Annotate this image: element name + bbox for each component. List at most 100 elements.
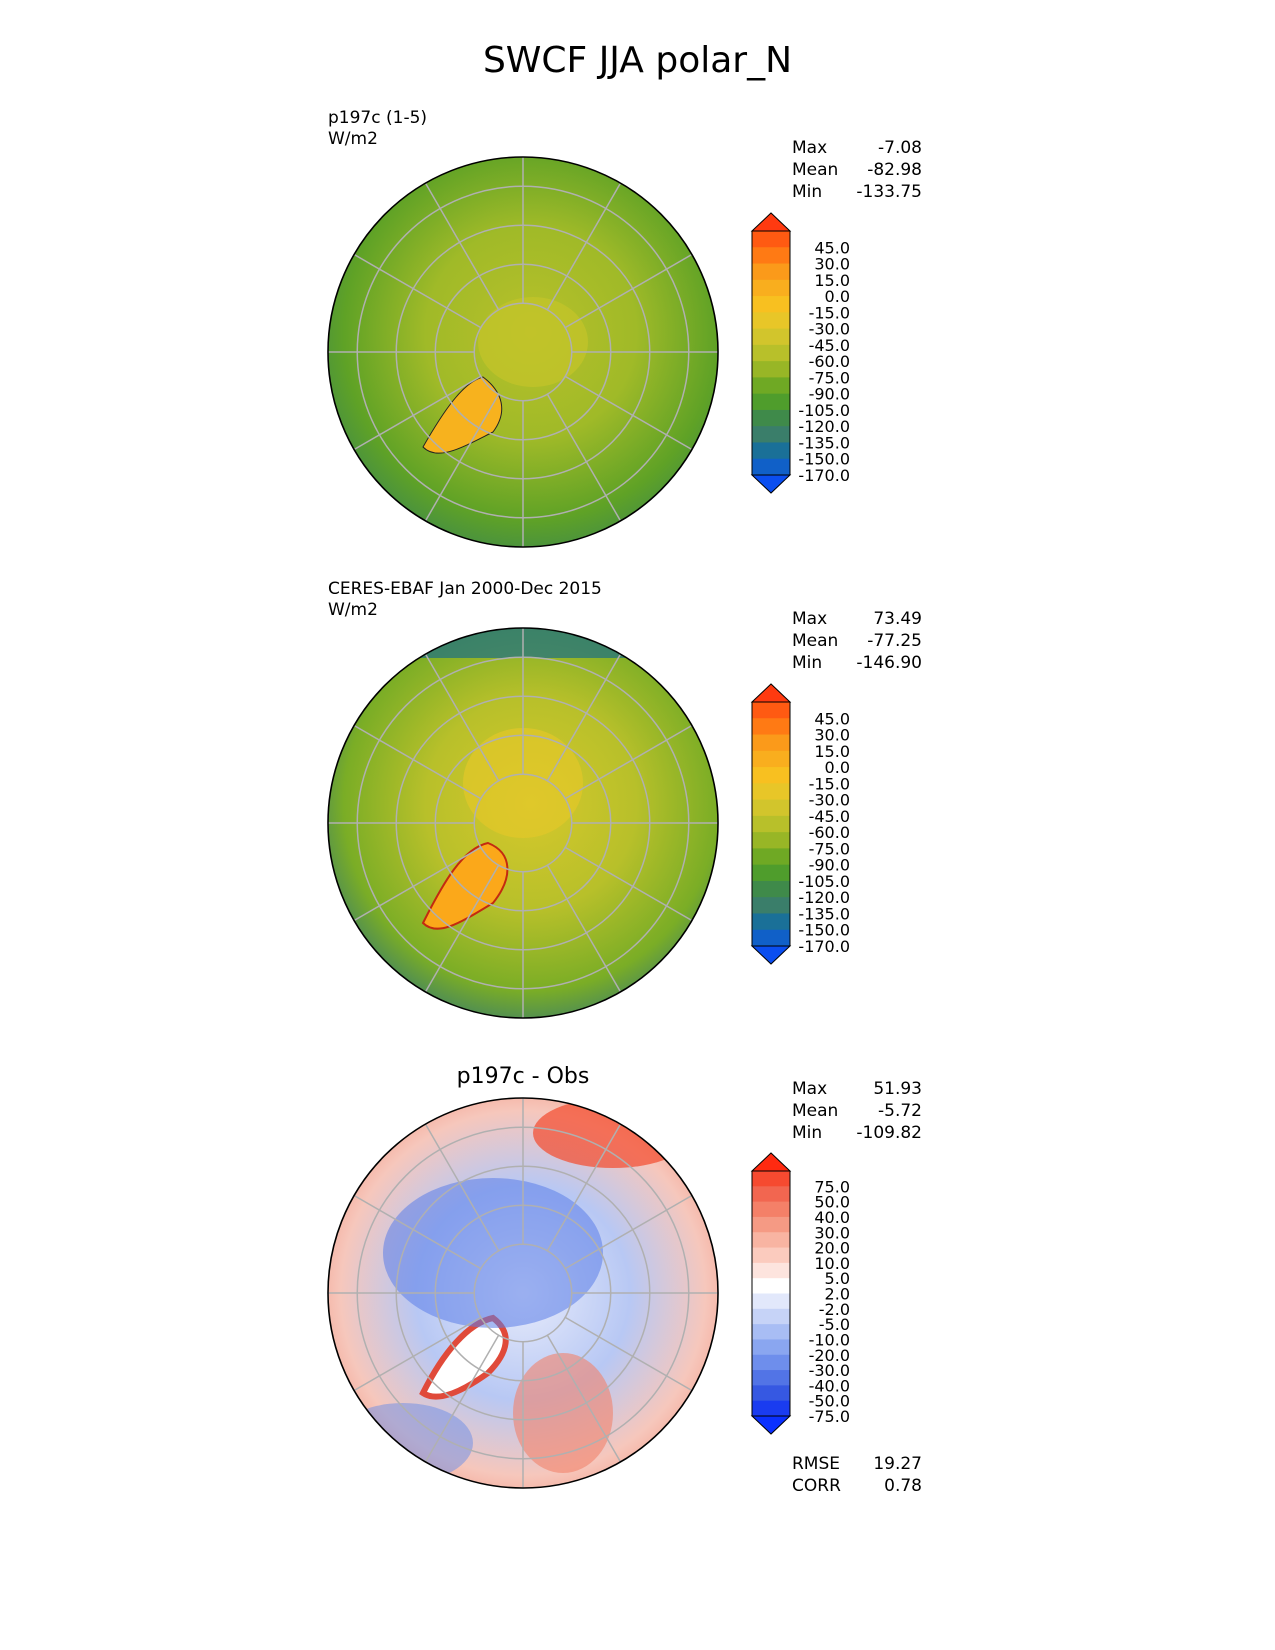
meridian-line bbox=[424, 393, 500, 522]
colorbar-panel-3: 75.050.040.030.020.010.05.02.0-2.0-5.0-1… bbox=[750, 1152, 850, 1435]
stat-row: Max 51.93 bbox=[792, 1079, 922, 1099]
colorbar-tick-label: -10.0 bbox=[809, 1330, 850, 1349]
colorbar-swatch bbox=[752, 1324, 790, 1340]
meridian-line bbox=[353, 846, 482, 922]
meridian-line bbox=[546, 1334, 622, 1463]
meridian-line bbox=[546, 182, 622, 311]
stat-row: Max 73.49 bbox=[792, 609, 922, 629]
colorbar-swatch bbox=[752, 929, 790, 947]
colorbar-tick-label: -60.0 bbox=[809, 823, 850, 842]
panel-2-title: CERES-EBAF Jan 2000-Dec 2015 W/m2 bbox=[328, 579, 602, 621]
colorbar-tick-label: -40.0 bbox=[809, 1376, 850, 1395]
arctic-ocean-region bbox=[463, 728, 583, 838]
colorbar-swatch bbox=[752, 799, 790, 817]
colorbar-tick-label: -105.0 bbox=[798, 401, 850, 420]
colorbar-swatch bbox=[752, 361, 790, 378]
colorbar-swatch bbox=[752, 409, 790, 427]
colorbar-tick-label: -105.0 bbox=[798, 872, 850, 891]
colorbar-swatch bbox=[752, 1339, 790, 1356]
colorbar-tick-label: -75.0 bbox=[809, 1407, 850, 1426]
map-boundary bbox=[327, 1097, 719, 1489]
panel-3-title: p197c - Obs bbox=[456, 1064, 590, 1089]
panel-1-title: p197c (1-5) W/m2 bbox=[328, 108, 427, 150]
colorbar-swatch bbox=[752, 832, 790, 849]
stat-row: CORR 0.78 bbox=[792, 1476, 922, 1496]
polar-map-panel-3 bbox=[327, 1097, 719, 1489]
colorbar-swatch bbox=[752, 1216, 790, 1233]
meridian-line bbox=[353, 1316, 482, 1392]
colorbar-tick-label: 20.0 bbox=[814, 1239, 850, 1258]
panel-3-error-stats: RMSE 19.27 CORR 0.78 bbox=[792, 1453, 922, 1497]
colorbar-tick-label: 5.0 bbox=[825, 1269, 850, 1288]
colorbar-tick-label: -150.0 bbox=[798, 921, 850, 940]
meridian-line bbox=[546, 393, 622, 522]
colorbar-tick-label: -170.0 bbox=[798, 466, 850, 485]
colorbar-frame bbox=[751, 230, 791, 476]
colorbar-swatch bbox=[752, 848, 790, 866]
panel-1-units: W/m2 bbox=[328, 129, 378, 149]
colorbar-panel-2: 45.030.015.00.0-15.0-30.0-45.0-60.0-75.0… bbox=[750, 683, 850, 965]
colorbar-frame bbox=[751, 1170, 791, 1417]
colorbar-swatch bbox=[752, 1308, 790, 1325]
colorbar-tick-label: 0.0 bbox=[825, 758, 850, 777]
colorbar-panel-1: 45.030.015.00.0-15.0-30.0-45.0-60.0-75.0… bbox=[750, 212, 850, 494]
colorbar-tick-label: -20.0 bbox=[809, 1346, 850, 1365]
colorbar-swatch bbox=[752, 880, 790, 898]
colorbar-tick-label: -120.0 bbox=[798, 417, 850, 436]
colorbar-tick-label: -30.0 bbox=[809, 791, 850, 810]
colorbar-swatch bbox=[752, 1232, 790, 1249]
colorbar-swatch bbox=[752, 279, 790, 297]
colorbar-extend-max bbox=[750, 683, 792, 703]
colorbar-swatch bbox=[752, 263, 790, 281]
colorbar-swatch bbox=[752, 1186, 790, 1203]
colorbar-tick-label: 15.0 bbox=[814, 742, 850, 761]
polar-map-panel-1 bbox=[327, 156, 719, 548]
colorbar-swatch bbox=[752, 1201, 790, 1218]
colorbar-swatch bbox=[752, 864, 790, 882]
colorbar-tick-label: -15.0 bbox=[809, 774, 850, 793]
colorbar-tick-label: 40.0 bbox=[814, 1208, 850, 1227]
colorbar-tick-label: -2.0 bbox=[819, 1300, 850, 1319]
panel-2-units: W/m2 bbox=[328, 600, 378, 620]
stat-row: Max -7.08 bbox=[792, 138, 922, 158]
colorbar-swatch bbox=[752, 750, 790, 768]
meridian-line bbox=[424, 653, 500, 782]
colorbar-swatch bbox=[752, 1247, 790, 1264]
map-boundary bbox=[327, 627, 719, 1019]
colorbar-tick-label: -50.0 bbox=[809, 1392, 850, 1411]
positive-anomaly-region bbox=[533, 1098, 693, 1168]
meridian-line bbox=[353, 1194, 482, 1270]
colorbar-tick-label: -135.0 bbox=[798, 904, 850, 923]
stat-row: RMSE 19.27 bbox=[792, 1454, 922, 1474]
colorbar-extend-min bbox=[750, 945, 792, 965]
stat-row: Min -109.82 bbox=[792, 1123, 922, 1143]
colorbar-tick-label: -30.0 bbox=[809, 320, 850, 339]
colorbar-tick-label: -60.0 bbox=[809, 352, 850, 371]
colorbar-swatch bbox=[752, 815, 790, 833]
colorbar-tick-label: 50.0 bbox=[814, 1193, 850, 1212]
meridian-line bbox=[564, 253, 693, 329]
colorbar-swatch bbox=[752, 897, 790, 914]
colorbar-tick-label: 30.0 bbox=[814, 255, 850, 274]
colorbar-swatch bbox=[752, 702, 790, 719]
panel-1-stats: Max -7.08 Mean -82.98 Min -133.75 bbox=[792, 137, 922, 203]
panel-3-stats: Max 51.93 Mean -5.72 Min -109.82 bbox=[792, 1078, 922, 1144]
panel-2-title-line-1: CERES-EBAF Jan 2000-Dec 2015 bbox=[328, 579, 602, 599]
colorbar-tick-label: -45.0 bbox=[809, 336, 850, 355]
panel-2-stats: Max 73.49 Mean -77.25 Min -146.90 bbox=[792, 608, 922, 674]
colorbar-swatch bbox=[752, 913, 790, 931]
arctic-ocean-region bbox=[478, 297, 588, 387]
stat-row: Min -146.90 bbox=[792, 653, 922, 673]
colorbar-tick-label: 75.0 bbox=[814, 1177, 850, 1196]
meridian-line bbox=[546, 653, 622, 782]
colorbar-tick-label: 0.0 bbox=[825, 287, 850, 306]
colorbar-tick-label: -5.0 bbox=[819, 1315, 850, 1334]
colorbar-swatch bbox=[752, 1278, 790, 1294]
map-features bbox=[328, 1098, 718, 1488]
colorbar-tick-label: -45.0 bbox=[809, 807, 850, 826]
colorbar-swatch bbox=[752, 1293, 790, 1310]
colorbar-swatch bbox=[752, 296, 790, 313]
stat-row: Mean -5.72 bbox=[792, 1101, 922, 1121]
colorbar-extend-max bbox=[750, 212, 792, 232]
